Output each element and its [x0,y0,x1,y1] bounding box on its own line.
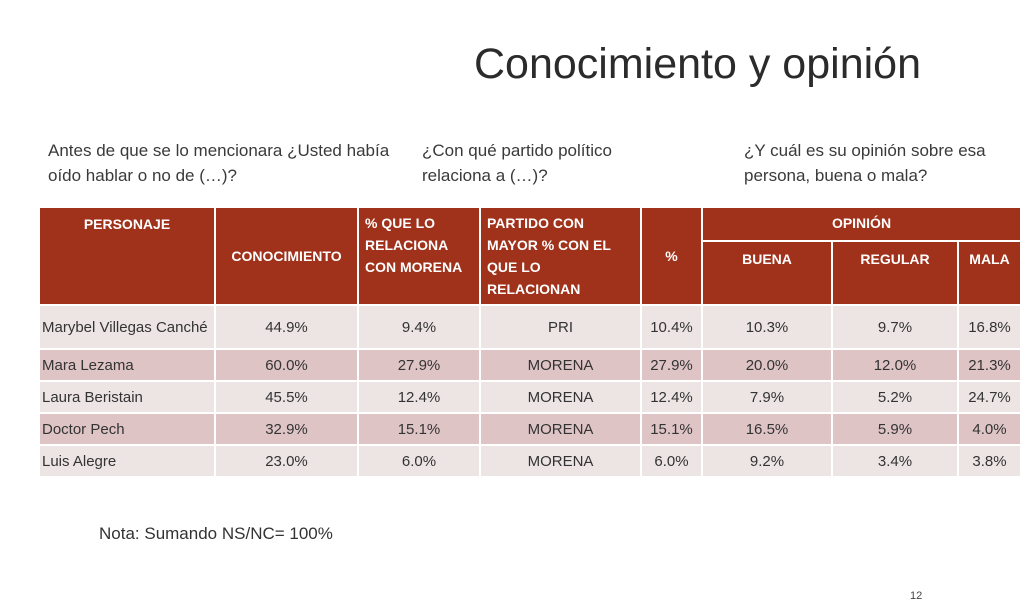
cell-buena: 16.5% [701,412,833,446]
header-opinion: OPINIÓN [701,206,1022,242]
table-row: Marybel Villegas Canché 44.9% 9.4% PRI 1… [38,304,1022,350]
cell-buena: 7.9% [701,380,833,414]
cell-mala: 4.0% [957,412,1022,446]
cell-conocimiento: 60.0% [214,348,359,382]
header-partido: PARTIDO CON MAYOR % CON EL QUE LO RELACI… [479,206,642,306]
cell-conocimiento: 45.5% [214,380,359,414]
cell-name: Doctor Pech [38,412,216,446]
slide-title: Conocimiento y opinión [474,40,921,88]
cell-partido: PRI [479,304,642,350]
cell-regular: 5.9% [831,412,959,446]
header-regular: REGULAR [831,240,959,306]
cell-name: Mara Lezama [38,348,216,382]
cell-pct: 12.4% [640,380,703,414]
cell-buena: 9.2% [701,444,833,478]
cell-pct: 10.4% [640,304,703,350]
cell-partido: MORENA [479,444,642,478]
table-row: Mara Lezama 60.0% 27.9% MORENA 27.9% 20.… [38,348,1022,382]
cell-partido: MORENA [479,348,642,382]
cell-pct: 15.1% [640,412,703,446]
cell-mala: 24.7% [957,380,1022,414]
table-row: Doctor Pech 32.9% 15.1% MORENA 15.1% 16.… [38,412,1022,446]
results-table: PERSONAJE CONOCIMIENTO % QUE LO RELACION… [38,206,1022,478]
question-conocimiento: Antes de que se lo mencionara ¿Usted hab… [48,141,390,185]
cell-morena: 15.1% [357,412,481,446]
cell-mala: 21.3% [957,348,1022,382]
question-opinion: ¿Y cuál es su opinión sobre esa persona,… [744,141,986,185]
table-row: Laura Beristain 45.5% 12.4% MORENA 12.4%… [38,380,1022,414]
cell-buena: 20.0% [701,348,833,382]
cell-conocimiento: 44.9% [214,304,359,350]
header-pct: % [640,206,703,306]
header-personaje: PERSONAJE [38,206,216,306]
cell-buena: 10.3% [701,304,833,350]
cell-mala: 16.8% [957,304,1022,350]
cell-name: Laura Beristain [38,380,216,414]
cell-mala: 3.8% [957,444,1022,478]
header-buena: BUENA [701,240,833,306]
cell-conocimiento: 32.9% [214,412,359,446]
cell-morena: 27.9% [357,348,481,382]
cell-name: Luis Alegre [38,444,216,478]
page-number: 12 [910,590,923,602]
table-row: Luis Alegre 23.0% 6.0% MORENA 6.0% 9.2% … [38,444,1022,478]
question-partido: ¿Con qué partido político relaciona a (…… [422,141,612,185]
cell-partido: MORENA [479,380,642,414]
cell-name: Marybel Villegas Canché [38,304,216,350]
cell-morena: 12.4% [357,380,481,414]
cell-conocimiento: 23.0% [214,444,359,478]
cell-regular: 5.2% [831,380,959,414]
cell-regular: 12.0% [831,348,959,382]
cell-partido: MORENA [479,412,642,446]
header-mala: MALA [957,240,1022,306]
header-relaciona-morena: % QUE LO RELACIONA CON MORENA [357,206,481,306]
cell-pct: 6.0% [640,444,703,478]
cell-morena: 6.0% [357,444,481,478]
cell-regular: 3.4% [831,444,959,478]
cell-regular: 9.7% [831,304,959,350]
cell-pct: 27.9% [640,348,703,382]
header-conocimiento: CONOCIMIENTO [214,206,359,306]
cell-morena: 9.4% [357,304,481,350]
footnote: Nota: Sumando NS/NC= 100% [99,524,333,543]
